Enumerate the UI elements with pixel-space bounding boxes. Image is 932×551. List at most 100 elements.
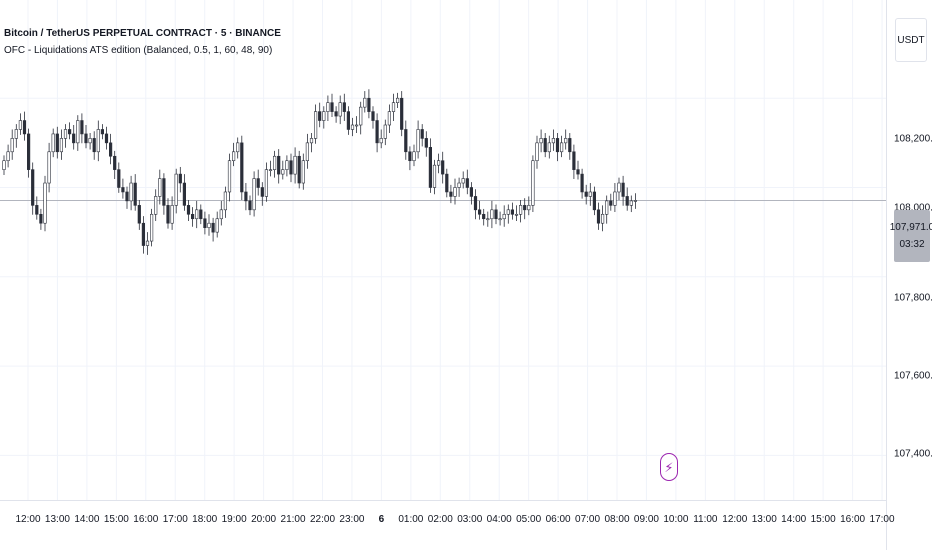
candle-body: [285, 160, 289, 170]
candle-body: [514, 213, 519, 216]
candle-body: [523, 205, 527, 211]
candle-body: [318, 111, 322, 121]
candle-body: [568, 138, 572, 153]
time-tick: 06:00: [545, 514, 571, 525]
candle-body: [137, 205, 141, 224]
candle-body: [477, 209, 482, 215]
candle-body: [551, 138, 555, 144]
candle-body: [354, 124, 359, 127]
chart-area[interactable]: [0, 0, 886, 500]
candle-body: [363, 97, 367, 108]
candle-body: [338, 102, 342, 117]
candle-body: [63, 129, 68, 139]
candle-body: [252, 178, 256, 211]
candle-body: [170, 205, 174, 224]
candle-body: [535, 142, 539, 162]
candle-body: [240, 142, 244, 193]
last-price-value: 107,971.0: [889, 222, 932, 233]
candle-body: [580, 173, 584, 193]
candle-body: [223, 191, 228, 211]
time-tick: 16:00: [840, 514, 866, 525]
price-tick: 107,600.0: [894, 370, 932, 382]
candle-body: [424, 138, 428, 148]
candle-body: [412, 151, 416, 162]
price-tick: 108,000.0: [894, 202, 932, 214]
candle-body: [600, 213, 605, 224]
candle-body: [260, 187, 264, 197]
currency-button[interactable]: USDT: [895, 18, 927, 62]
candle-body: [72, 133, 76, 144]
candle-body: [2, 160, 6, 170]
candle-body: [605, 200, 609, 215]
candle-body: [408, 151, 412, 162]
candle-body: [145, 240, 150, 246]
candle-body: [117, 169, 121, 188]
time-tick: 14:00: [781, 514, 807, 525]
time-tick: 08:00: [604, 514, 630, 525]
candle-body: [371, 111, 375, 121]
candle-body: [326, 102, 330, 112]
candle-body: [195, 209, 199, 220]
candle-body: [432, 164, 437, 188]
candle-body: [100, 129, 104, 135]
candle-body: [10, 138, 14, 153]
candle-body: [158, 178, 162, 197]
candle-body: [572, 151, 576, 170]
candle-body: [289, 160, 293, 175]
candle-body: [68, 129, 72, 135]
lightning-bolt-icon[interactable]: ⚡: [660, 453, 678, 481]
time-tick: 03:00: [457, 514, 483, 525]
candle-body: [322, 111, 326, 121]
candle-body: [55, 133, 59, 153]
time-tick: 23:00: [339, 514, 365, 525]
candle-body: [334, 111, 338, 117]
time-tick: 6: [378, 514, 385, 525]
candle-body: [43, 182, 47, 224]
candle-body: [441, 160, 445, 175]
candle-body: [84, 133, 88, 144]
candle-body: [154, 196, 158, 215]
candle-body: [383, 124, 387, 139]
candle-body: [391, 102, 396, 112]
candle-body: [576, 169, 580, 175]
bar-countdown: 03:32: [899, 239, 925, 250]
candle-body: [617, 182, 621, 193]
candle-body: [264, 169, 269, 197]
candle-body: [510, 209, 515, 215]
candle-body: [215, 218, 219, 233]
candle-body: [527, 205, 531, 211]
candle-body: [465, 178, 469, 188]
candle-body: [26, 133, 31, 170]
candle-body: [256, 178, 260, 188]
candle-body: [629, 200, 633, 206]
candle-body: [182, 182, 187, 206]
candle-body: [400, 97, 404, 130]
candle-body: [31, 169, 35, 206]
candle-body: [469, 187, 474, 197]
candle-body: [6, 151, 10, 162]
candle-body: [609, 200, 613, 206]
candle-body: [375, 120, 379, 144]
candle-body: [203, 218, 207, 228]
time-scale[interactable]: [0, 500, 886, 551]
time-tick: 05:00: [516, 514, 542, 525]
price-tick: 107,400.0: [894, 448, 932, 460]
candle-body: [80, 120, 84, 135]
candle-body: [564, 138, 568, 144]
candle-body: [486, 218, 490, 221]
candle-body: [309, 138, 314, 144]
candle-body: [277, 155, 281, 175]
candle-body: [76, 120, 80, 144]
indicator-legend[interactable]: OFC - Liquidations ATS edition (Balanced…: [4, 45, 273, 56]
candlestick-chart[interactable]: [0, 0, 886, 500]
symbol-title[interactable]: Bitcoin / TetherUS PERPETUAL CONTRACT · …: [4, 28, 281, 39]
candle-body: [584, 191, 588, 197]
candle-body: [555, 138, 560, 153]
candle-body: [47, 151, 51, 184]
candle-body: [244, 191, 248, 202]
candle-body: [293, 155, 297, 175]
time-tick: 01:00: [398, 514, 424, 525]
price-scale[interactable]: [886, 0, 932, 550]
time-tick: 15:00: [810, 514, 836, 525]
time-tick: 16:00: [133, 514, 159, 525]
